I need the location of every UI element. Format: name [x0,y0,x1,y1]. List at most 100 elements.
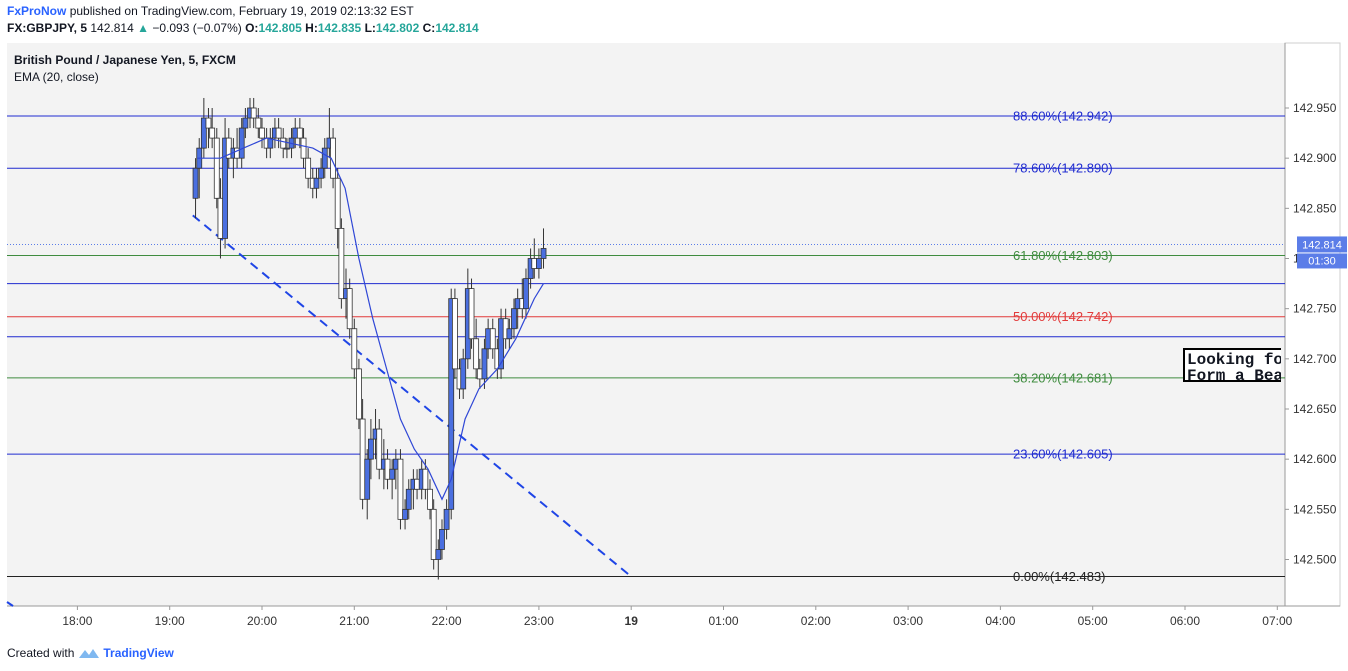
candle-body [540,248,547,259]
candle [280,128,287,159]
tradingview-logo[interactable]: TradingView [78,646,174,660]
candle-body [267,137,274,149]
candle [213,128,220,209]
candle [242,108,249,139]
candle [376,419,383,480]
candle [402,499,408,530]
fib-level-label: 78.60%(142.890) [1013,161,1113,176]
candle [205,108,212,149]
time-tick-label: 20:00 [247,614,277,628]
candle-body [338,227,345,300]
ema-legend[interactable]: EMA (20, close) [14,70,99,84]
candle-body [334,177,341,229]
candle-body [356,368,362,420]
candle [389,459,396,500]
publish-info: FxProNow published on TradingView.com, F… [7,4,414,18]
time-tick-label: 02:00 [801,614,831,628]
candle [405,479,412,520]
candle-body [200,117,207,149]
candle [351,318,358,379]
candle [313,168,320,199]
candle [439,519,445,560]
price-tick-label: 142.700 [1293,352,1337,366]
candle-body [213,137,220,199]
low-label: L: [364,21,376,35]
candle-body [443,508,450,530]
candle [300,128,307,169]
instrument-legend: British Pound / Japanese Yen, 5, FXCM [14,53,236,67]
price-tick-label: 142.850 [1293,201,1337,215]
candle-body [397,458,404,520]
candle-body [489,328,496,350]
candle [334,168,341,249]
time-tick-label: 18:00 [62,614,92,628]
candle [284,138,290,159]
candle-body [205,117,212,129]
annotation-line1: Looking for [1187,351,1281,369]
candle [443,499,450,540]
candle-body [364,458,371,500]
fib-level-label: 50.00%(142.742) [1013,309,1113,324]
candle [368,419,374,480]
candle-body [511,308,517,330]
time-tick-label: 07:00 [1262,614,1292,628]
countdown-tag [1297,253,1347,269]
candle [200,97,207,159]
candle-body [468,288,475,340]
candle-body [405,488,412,510]
ema-line [197,137,545,501]
time-tick-label: 04:00 [985,614,1015,628]
publisher-name[interactable]: FxProNow [7,4,67,18]
candle-body [318,167,324,179]
candle-body [351,328,358,370]
price-tick-label: 142.650 [1293,402,1337,416]
candle-body [238,127,245,159]
ohlc-bar: FX:GBPJPY, 5 142.814 ▲ −0.093 (−0.07%) O… [7,21,479,35]
candle [540,228,547,269]
candle-body [275,127,282,139]
close-value: 142.814 [435,21,479,35]
candle-body [368,438,374,460]
chart-annotation[interactable]: Looking for Form a Bear [1183,348,1281,382]
time-tick-label: 21:00 [339,614,369,628]
price-change: −0.093 (−0.07%) [152,21,242,35]
candle-body [255,117,262,129]
candle [321,138,328,179]
candle-body [242,117,249,129]
candle [250,97,257,129]
candle [259,118,265,149]
plot-area [7,43,1285,606]
candle-body [536,258,542,269]
time-tick-label: 01:00 [708,614,738,628]
candle [481,338,488,389]
candle-body [506,328,513,340]
price-axis [1284,42,1341,607]
time-tick-label: 22:00 [432,614,462,628]
candle-body [250,107,257,119]
fib-level-label: 23.60%(142.605) [1013,447,1113,462]
candle [452,288,458,379]
candle-body [346,288,353,330]
time-tick-label: 06:00 [1170,614,1200,628]
trendline-fragment [6,601,14,607]
candle-body [460,358,467,390]
candle [468,278,475,349]
candle-body [321,147,328,169]
candle [435,539,442,580]
candle-body [280,137,287,149]
candle [318,158,324,189]
fib-level-label: 88.60%(142.942) [1013,109,1113,124]
price-tick-label: 142.500 [1293,553,1337,567]
candle-body [402,508,408,520]
candle-body [284,147,290,150]
candle-body [296,127,303,139]
candle-body [192,167,199,199]
candle-body [452,298,458,370]
candle-body [439,529,445,550]
candle-body [481,348,488,380]
candle [255,108,262,139]
candle-body [376,428,383,470]
candle [222,118,228,249]
last-price-tag [1297,236,1347,253]
